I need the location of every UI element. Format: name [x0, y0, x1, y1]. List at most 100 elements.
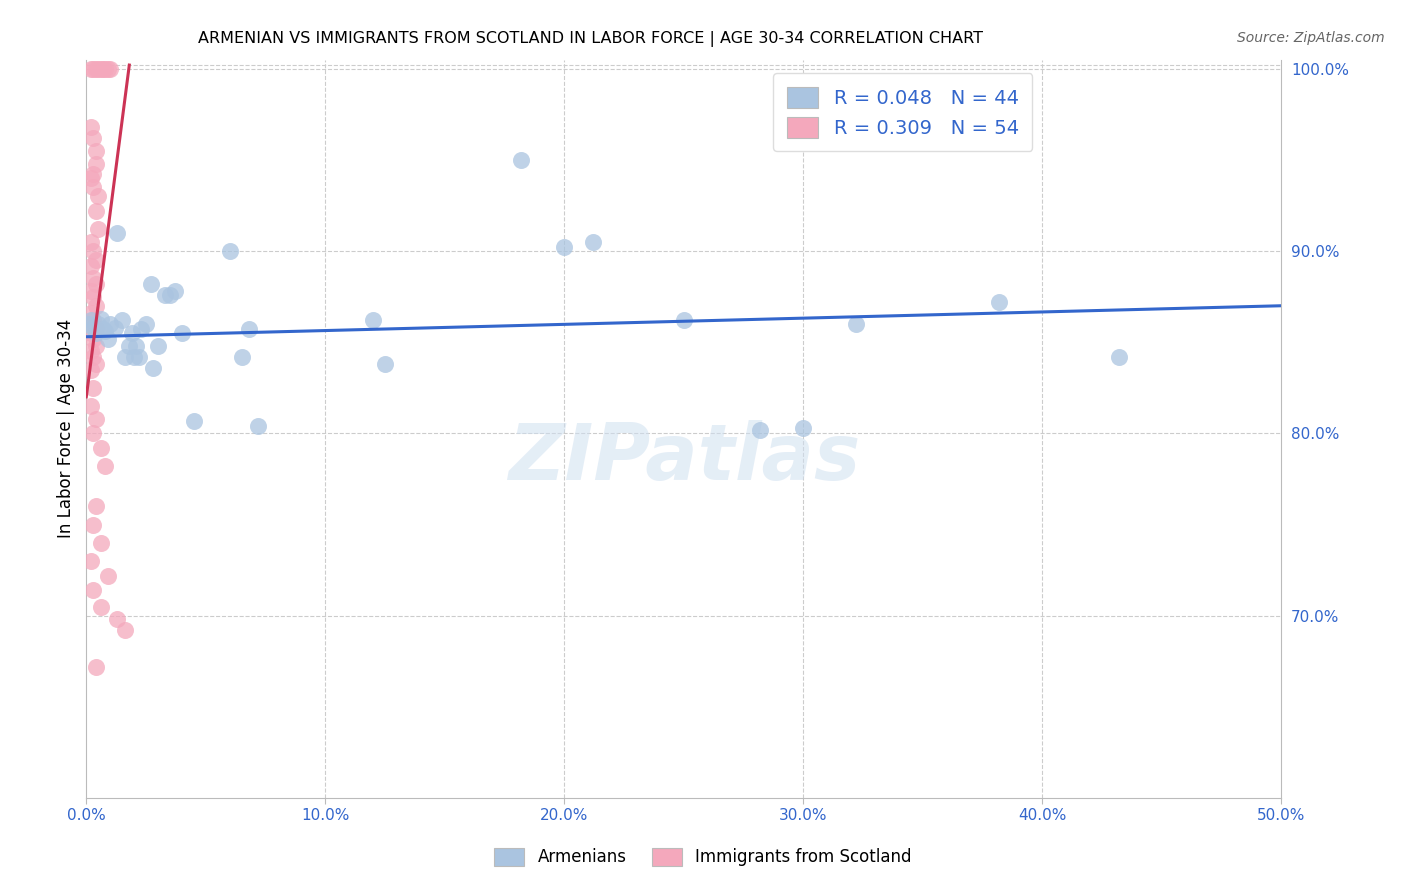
Point: [135, 317, 157, 331]
Point: [361, 313, 384, 327]
Point: [125, 339, 148, 353]
Point: [142, 360, 165, 375]
Point: [153, 288, 176, 302]
Point: [159, 288, 181, 302]
Point: [84, 156, 107, 170]
Point: [87, 222, 110, 236]
Point: [129, 322, 152, 336]
Point: [553, 240, 575, 254]
Point: [845, 317, 868, 331]
Point: [77, 317, 100, 331]
Point: [80, 306, 103, 320]
Point: [146, 339, 169, 353]
Legend: Armenians, Immigrants from Scotland: Armenians, Immigrants from Scotland: [488, 841, 918, 873]
Point: [84, 62, 107, 76]
Point: [82, 517, 104, 532]
Point: [84, 253, 107, 268]
Point: [82, 381, 104, 395]
Point: [84, 326, 107, 340]
Point: [80, 120, 103, 134]
Point: [82, 290, 104, 304]
Point: [97, 568, 120, 582]
Point: [84, 412, 107, 426]
Point: [122, 350, 145, 364]
Point: [247, 419, 270, 434]
Text: Source: ZipAtlas.com: Source: ZipAtlas.com: [1237, 31, 1385, 45]
Point: [90, 599, 112, 614]
Point: [84, 500, 107, 514]
Point: [82, 62, 104, 76]
Point: [84, 357, 107, 371]
Point: [90, 536, 112, 550]
Point: [114, 624, 136, 638]
Y-axis label: In Labor Force | Age 30-34: In Labor Force | Age 30-34: [58, 319, 75, 539]
Point: [114, 350, 136, 364]
Point: [82, 320, 104, 334]
Point: [87, 62, 110, 76]
Point: [82, 244, 104, 258]
Point: [163, 284, 186, 298]
Point: [80, 362, 103, 376]
Point: [87, 189, 110, 203]
Legend: R = 0.048   N = 44, R = 0.309   N = 54: R = 0.048 N = 44, R = 0.309 N = 54: [773, 73, 1032, 152]
Point: [84, 277, 107, 291]
Point: [374, 357, 396, 371]
Point: [84, 203, 107, 218]
Point: [218, 244, 240, 258]
Point: [111, 313, 134, 327]
Point: [1108, 350, 1130, 364]
Point: [84, 144, 107, 158]
Point: [82, 332, 104, 346]
Point: [582, 235, 605, 249]
Point: [80, 554, 103, 568]
Point: [94, 324, 117, 338]
Point: [82, 426, 104, 441]
Point: [104, 320, 127, 334]
Point: [84, 660, 107, 674]
Point: [90, 441, 112, 455]
Text: ZIPatlas: ZIPatlas: [508, 420, 860, 496]
Point: [792, 421, 814, 435]
Point: [238, 322, 260, 336]
Point: [82, 168, 104, 182]
Point: [105, 612, 128, 626]
Point: [80, 171, 103, 186]
Point: [80, 326, 103, 340]
Point: [98, 62, 121, 76]
Point: [80, 313, 103, 327]
Point: [84, 339, 107, 353]
Point: [82, 350, 104, 364]
Point: [80, 62, 103, 76]
Point: [121, 326, 143, 340]
Point: [231, 350, 253, 364]
Point: [84, 320, 107, 334]
Point: [87, 317, 110, 331]
Point: [139, 277, 162, 291]
Point: [183, 414, 205, 428]
Point: [80, 284, 103, 298]
Point: [84, 299, 107, 313]
Point: [128, 350, 150, 364]
Point: [94, 459, 117, 474]
Point: [105, 226, 128, 240]
Point: [98, 317, 121, 331]
Point: [90, 62, 112, 76]
Point: [82, 180, 104, 194]
Point: [82, 583, 104, 598]
Point: [82, 131, 104, 145]
Point: [94, 62, 117, 76]
Point: [672, 313, 695, 327]
Point: [97, 62, 120, 76]
Point: [82, 271, 104, 285]
Point: [988, 295, 1011, 310]
Text: ARMENIAN VS IMMIGRANTS FROM SCOTLAND IN LABOR FORCE | AGE 30-34 CORRELATION CHAR: ARMENIAN VS IMMIGRANTS FROM SCOTLAND IN …: [198, 31, 983, 47]
Point: [80, 344, 103, 359]
Point: [118, 339, 141, 353]
Point: [80, 235, 103, 249]
Point: [170, 326, 193, 340]
Point: [97, 332, 120, 346]
Point: [91, 62, 114, 76]
Point: [510, 153, 533, 167]
Point: [80, 259, 103, 273]
Point: [749, 423, 772, 437]
